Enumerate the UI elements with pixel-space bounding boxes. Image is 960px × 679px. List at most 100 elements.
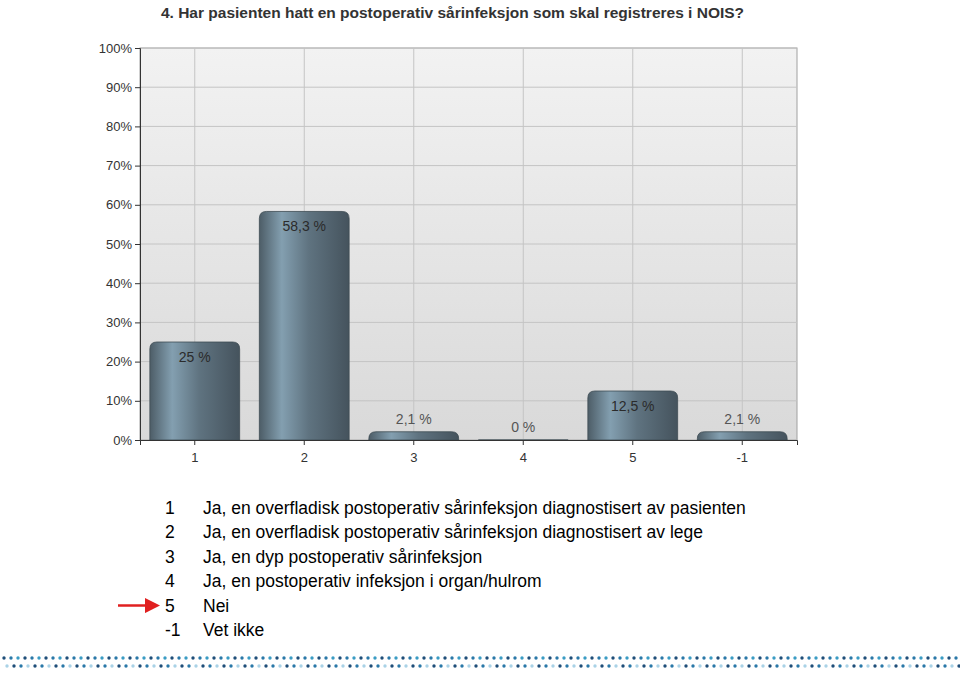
decor-dot <box>635 664 638 667</box>
y-tick-label: 20% <box>106 354 132 369</box>
y-tick: 10% <box>106 393 140 408</box>
decor-dot <box>250 664 253 667</box>
decor-dot <box>772 656 775 659</box>
decor-dot <box>943 664 946 667</box>
decor-dot <box>254 656 257 659</box>
decor-dot <box>527 656 530 659</box>
decor-dot <box>271 664 274 667</box>
decor-dot <box>929 664 932 667</box>
decor-dot <box>926 656 929 659</box>
decor-dot <box>138 664 141 667</box>
y-tick-mark <box>135 440 140 441</box>
y-tick: 20% <box>106 354 140 369</box>
decor-dot <box>870 656 873 659</box>
decor-dot <box>152 664 155 667</box>
grid-line-x <box>523 48 524 440</box>
decor-dot <box>835 656 838 659</box>
decor-dot <box>380 656 383 659</box>
y-tick-label: 100% <box>99 41 133 56</box>
decor-dot <box>569 656 572 659</box>
y-tick-mark <box>135 48 140 49</box>
decor-dot <box>408 656 411 659</box>
decor-dot <box>306 664 309 667</box>
decor-dot <box>54 664 57 667</box>
bar <box>697 432 787 440</box>
data-label: 58,3 % <box>282 218 326 234</box>
decor-dot <box>5 664 8 667</box>
chart: 0%10%20%30%40%50%60%70%80%90%100%12345-1… <box>0 0 960 679</box>
decor-dot <box>282 656 285 659</box>
decor-dot <box>940 656 943 659</box>
decor-dot <box>170 656 173 659</box>
x-tick-label: 3 <box>410 450 417 465</box>
decor-dot <box>324 656 327 659</box>
annotation-text: Ja, en postoperativ infeksjon i organ/hu… <box>203 571 542 591</box>
decor-dot <box>212 656 215 659</box>
decor-dot <box>572 664 575 667</box>
decor-dot <box>877 656 880 659</box>
decor-dot <box>719 664 722 667</box>
decor-dot <box>159 664 162 667</box>
plot-background <box>140 48 797 440</box>
decor-dot <box>177 656 180 659</box>
decor-dot <box>443 656 446 659</box>
decor-dot <box>415 656 418 659</box>
decor-dot <box>464 656 467 659</box>
decor-dot <box>110 664 113 667</box>
decor-dot <box>789 664 792 667</box>
grid-line-y <box>140 48 797 49</box>
decor-dot <box>537 664 540 667</box>
decor-dot <box>506 656 509 659</box>
decor-dot <box>383 664 386 667</box>
decor-dot <box>593 664 596 667</box>
decor-dot <box>362 664 365 667</box>
decor-dot <box>450 656 453 659</box>
decor-dot <box>79 656 82 659</box>
decor-dot <box>793 656 796 659</box>
decor-dot <box>44 656 47 659</box>
decor-dot <box>261 656 264 659</box>
decor-dot <box>142 656 145 659</box>
y-tick-mark <box>135 87 140 88</box>
decor-dot <box>387 656 390 659</box>
decor-dot <box>436 656 439 659</box>
decor-dot <box>758 656 761 659</box>
decor-dot <box>457 656 460 659</box>
decor-dot <box>590 656 593 659</box>
decor-dot <box>226 656 229 659</box>
decor-dot <box>544 664 547 667</box>
decor-dot <box>222 664 225 667</box>
decor-dot <box>187 664 190 667</box>
decor-dot <box>96 664 99 667</box>
grid-line-y <box>140 244 797 245</box>
decor-dot <box>19 664 22 667</box>
y-tick-mark <box>135 205 140 206</box>
decor-dot <box>453 664 456 667</box>
decor-dot <box>40 664 43 667</box>
decor-dot <box>684 664 687 667</box>
y-axis: 0%10%20%30%40%50%60%70%80%90%100% <box>99 41 141 448</box>
decor-dot <box>681 656 684 659</box>
decor-dot <box>264 664 267 667</box>
decor-dot <box>824 664 827 667</box>
decor-dot <box>313 664 316 667</box>
grid <box>140 48 797 440</box>
annotations: 1Ja, en overfladisk postoperativ sårinfe… <box>165 498 746 640</box>
y-tick-label: 80% <box>106 119 132 134</box>
decor-dot <box>310 656 313 659</box>
decor-dot <box>47 664 50 667</box>
grid-line-y <box>140 165 797 166</box>
decor-dot <box>12 664 15 667</box>
decor-dot <box>936 664 939 667</box>
decor-dot <box>156 656 159 659</box>
decor-dot <box>803 664 806 667</box>
decor-dot <box>149 656 152 659</box>
decor-dot <box>649 664 652 667</box>
decor-dot <box>849 656 852 659</box>
y-tick: 70% <box>106 158 140 173</box>
decor-dot <box>845 664 848 667</box>
decor-dot <box>908 664 911 667</box>
x-tick: 4 <box>520 440 527 465</box>
decor-dot <box>58 656 61 659</box>
decor-dot <box>548 656 551 659</box>
